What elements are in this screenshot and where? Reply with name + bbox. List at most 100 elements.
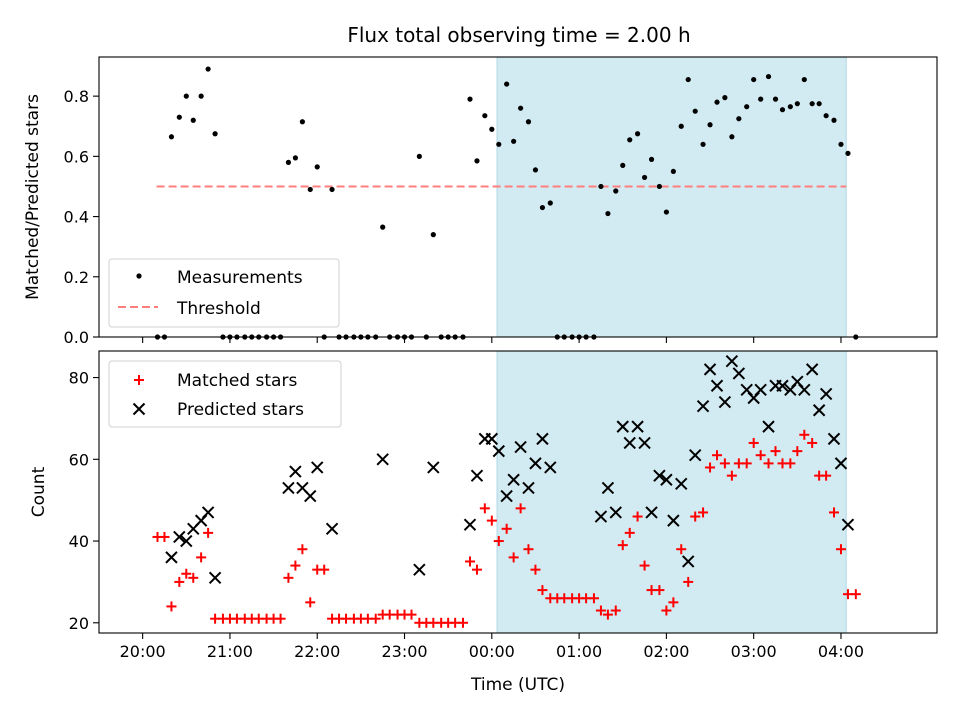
- matched-star-point: [595, 605, 606, 616]
- matched-star-point: [297, 544, 308, 555]
- matched-star-point: [515, 503, 526, 514]
- matched-star-point: [203, 527, 214, 538]
- predicted-star-point: [776, 379, 789, 392]
- matched-star-point: [661, 605, 672, 616]
- measurement-point: [416, 153, 422, 159]
- predicted-star-point: [463, 518, 477, 531]
- predicted-star-point: [638, 436, 651, 450]
- measurement-point: [518, 105, 524, 111]
- predicted-star-point: [798, 383, 811, 397]
- predicted-star-point: [696, 399, 710, 413]
- measurement-point: [212, 131, 218, 137]
- predicted-star-point: [827, 432, 841, 446]
- observing-window-highlight: [496, 350, 847, 634]
- time-axis-tick-label: 02:00: [643, 642, 689, 661]
- measurement-point: [547, 200, 553, 206]
- measurement-point: [670, 168, 676, 175]
- ratio-axis-tick-label: 0.4: [64, 208, 89, 227]
- count-legend: Matched stars Predicted stars: [108, 360, 342, 428]
- predicted-star-point: [507, 473, 520, 486]
- predicted-star-point: [413, 563, 426, 576]
- matched-legend-label: Matched stars: [177, 371, 297, 391]
- measurement-point: [511, 138, 517, 144]
- count-axis-tick-label: 40: [69, 532, 89, 551]
- count-panel: 20 40 60 80 20:00 21:00 22:00 23:00 00:00 01:00 0…: [29, 350, 938, 695]
- measurement-point: [678, 123, 684, 129]
- matched-star-point: [530, 564, 541, 575]
- measurement-point: [496, 141, 502, 147]
- predicted-star-point: [514, 440, 527, 454]
- measurement-point: [489, 126, 495, 132]
- predicted-star-point: [660, 473, 673, 486]
- matched-star-point: [705, 462, 716, 473]
- measurement-point: [314, 164, 320, 170]
- matched-star-point: [501, 523, 512, 534]
- matched-star-point: [159, 531, 170, 542]
- predicted-star-point: [718, 395, 732, 409]
- ratio-axis-tick-label: 0.6: [64, 147, 89, 166]
- count-panel-frame: [98, 350, 938, 634]
- predicted-star-point: [819, 387, 833, 401]
- predicted-legend-marker: [132, 402, 146, 416]
- observing-window-highlight: [496, 56, 847, 338]
- predicted-star-point: [841, 518, 855, 531]
- predicted-star-point: [485, 432, 499, 446]
- time-axis-tick-label: 23:00: [381, 642, 427, 661]
- matched-star-point: [196, 552, 207, 563]
- measurement-point: [474, 158, 480, 164]
- measurement-point: [758, 96, 764, 102]
- predicted-star-point: [710, 379, 724, 392]
- matched-star-point: [741, 458, 752, 469]
- measurement-point: [613, 188, 619, 194]
- matched-star-point: [748, 437, 759, 448]
- time-axis-tick-label: 01:00: [556, 642, 602, 661]
- matched-star-point: [835, 544, 846, 555]
- matched-star-point: [683, 576, 694, 587]
- predicted-star-point: [289, 465, 302, 478]
- predicted-star-point: [529, 457, 542, 470]
- predicted-star-point: [645, 506, 658, 519]
- predicted-star-point: [623, 436, 636, 450]
- measurement-point: [663, 209, 669, 215]
- threshold-legend-label: Threshold: [176, 299, 261, 319]
- matched-star-point: [508, 552, 519, 563]
- predicted-star-point: [536, 432, 549, 446]
- measurement-point: [765, 73, 772, 80]
- measurement-point: [190, 117, 196, 123]
- predicted-star-point: [725, 355, 739, 368]
- measurement-point: [794, 101, 800, 107]
- predicted-legend-label: Predicted stars: [177, 400, 304, 420]
- predicted-star-point: [601, 481, 615, 495]
- measurement-point: [700, 141, 706, 147]
- matched-star-point: [690, 511, 701, 522]
- time-axis-tick-label: 21:00: [207, 642, 253, 661]
- measurement-point: [285, 159, 292, 165]
- measurement-point: [722, 95, 728, 101]
- predicted-star-point: [376, 453, 389, 466]
- measurement-point: [168, 134, 175, 140]
- measurement-point: [183, 93, 189, 99]
- measurement-point: [772, 96, 779, 102]
- matched-star-point: [537, 585, 548, 596]
- matched-star-point: [523, 544, 534, 555]
- measurement-point: [598, 183, 604, 190]
- measurement-point: [656, 183, 663, 190]
- measurement-point: [641, 174, 648, 181]
- matched-star-point: [792, 446, 803, 457]
- measurement-point: [751, 76, 757, 83]
- count-axis-tick-label: 20: [69, 614, 89, 633]
- time-axis-label: Time (UTC): [470, 675, 565, 695]
- matched-star-point: [676, 544, 687, 555]
- predicted-star-point: [282, 481, 295, 495]
- ratio-axis-tick-label: 0.0: [64, 328, 89, 347]
- predicted-star-point: [688, 449, 702, 462]
- matched-star-point: [174, 576, 185, 587]
- measurement-point: [198, 93, 204, 99]
- predicted-star-point: [631, 420, 644, 433]
- predicted-star-point: [173, 530, 186, 544]
- count-legend-box: [108, 360, 342, 428]
- predicted-star-point: [544, 461, 557, 474]
- matched-star-point: [305, 597, 316, 608]
- predicted-star-point: [522, 481, 535, 495]
- predicted-star-point: [762, 420, 775, 433]
